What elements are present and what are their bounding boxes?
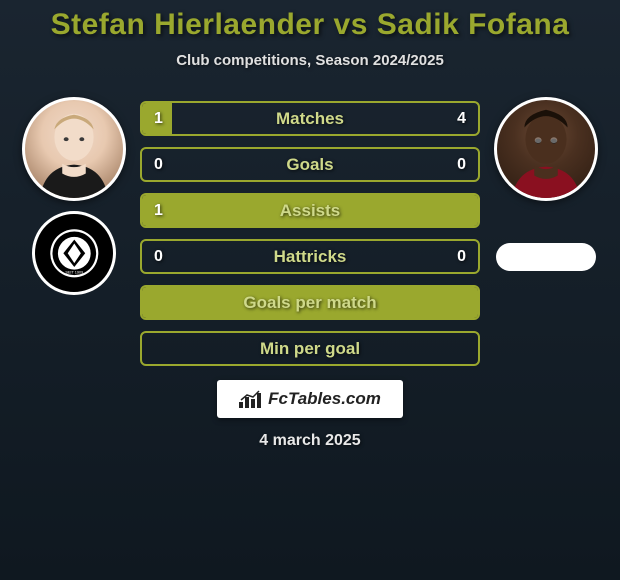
person-icon: [497, 100, 595, 198]
stat-right-value: 0: [457, 248, 466, 266]
stat-label: Min per goal: [260, 339, 360, 359]
stat-left-value: 1: [154, 110, 163, 128]
stat-label: Goals: [286, 155, 333, 175]
svg-text:SEIT 1909: SEIT 1909: [65, 270, 83, 274]
chart-icon: [239, 390, 261, 408]
subtitle: Club competitions, Season 2024/2025: [176, 52, 444, 69]
player-left-club-logo: SEIT 1909: [32, 211, 116, 295]
stat-row: Goals per match: [140, 285, 480, 320]
stat-label: Goals per match: [243, 293, 376, 313]
stat-row: 0 0 Goals: [140, 147, 480, 182]
stat-left-value: 0: [154, 248, 163, 266]
stat-left-value: 0: [154, 156, 163, 174]
player-right-club-logo: [496, 243, 596, 271]
stat-row: 1 Assists: [140, 193, 480, 228]
page-title: Stefan Hierlaender vs Sadik Fofana: [51, 8, 570, 42]
stat-row: 1 4 Matches: [140, 101, 480, 136]
comparison-card: Stefan Hierlaender vs Sadik Fofana Club …: [0, 0, 620, 580]
club-crest-icon: SEIT 1909: [47, 226, 102, 281]
brand-badge: FcTables.com: [217, 380, 403, 418]
stat-label: Matches: [276, 109, 344, 129]
stat-left-value: 1: [154, 202, 163, 220]
stat-right-value: 0: [457, 156, 466, 174]
player-right-avatar: [494, 97, 598, 201]
stat-right-value: 4: [457, 110, 466, 128]
comparison-body: SEIT 1909 1 4 Matches 0 0 Goals 1 Assists 0 0 Hatt…: [0, 97, 620, 366]
stat-label: Hattricks: [274, 247, 347, 267]
player-left-avatar: [22, 97, 126, 201]
player-left-column: SEIT 1909: [22, 97, 126, 295]
player-right-column: [494, 97, 598, 271]
footer-date: 4 march 2025: [259, 432, 360, 450]
stat-label: Assists: [280, 201, 340, 221]
stat-bars: 1 4 Matches 0 0 Goals 1 Assists 0 0 Hattricks Goals…: [140, 97, 480, 366]
brand-text: FcTables.com: [268, 389, 381, 409]
stat-row: Min per goal: [140, 331, 480, 366]
stat-row: 0 0 Hattricks: [140, 239, 480, 274]
person-icon: [25, 100, 123, 198]
